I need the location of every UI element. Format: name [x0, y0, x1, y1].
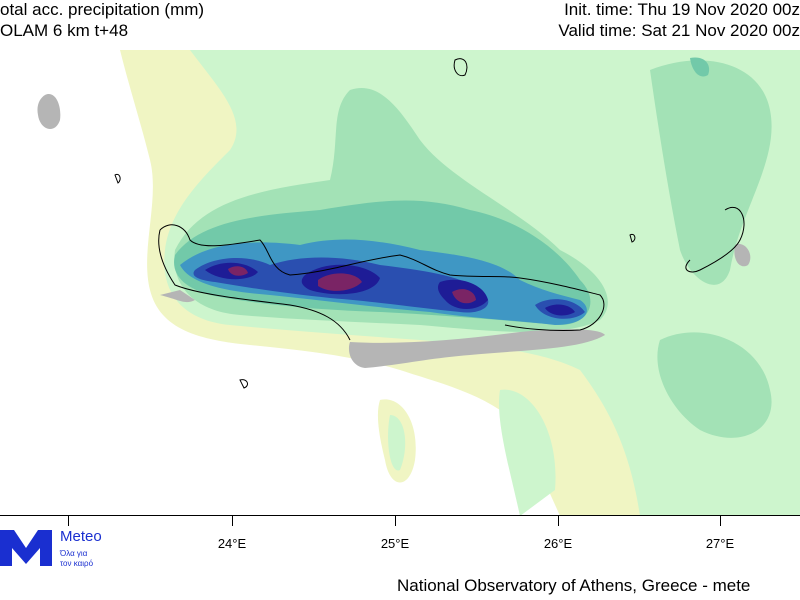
precip-level8	[228, 266, 476, 304]
land-dry	[160, 290, 605, 368]
precip-level7	[205, 262, 575, 316]
x-tick-label: 26°E	[543, 536, 573, 551]
x-tick	[558, 516, 559, 526]
model-label: OLAM 6 km t+48	[0, 21, 129, 40]
x-tick	[68, 516, 69, 526]
x-tick-label: 24°E	[217, 536, 247, 551]
logo-tagline: Όλα για τον καιρό	[60, 549, 93, 569]
logo-tagline-line1: Όλα για	[60, 549, 88, 558]
logo-tagline-line2: τον καιρό	[60, 559, 94, 568]
x-tick	[232, 516, 233, 526]
x-tick-label: 27°E	[705, 536, 735, 551]
valid-time: Valid time: Sat 21 Nov 2020 00z	[558, 21, 800, 40]
precip-level6	[193, 257, 586, 319]
precipitation-map	[0, 50, 800, 516]
coastline-crete	[158, 224, 605, 341]
meteo-logo-icon	[0, 530, 52, 566]
x-tick	[720, 516, 721, 526]
x-tick	[395, 516, 396, 526]
footer-credit: National Observatory of Athens, Greece -…	[397, 576, 751, 595]
x-tick-label: 25°E	[380, 536, 410, 551]
logo-name: Meteo	[60, 528, 102, 545]
init-time: Init. time: Thu 19 Nov 2020 00z	[564, 0, 800, 19]
map-title: otal acc. precipitation (mm)	[0, 0, 205, 19]
